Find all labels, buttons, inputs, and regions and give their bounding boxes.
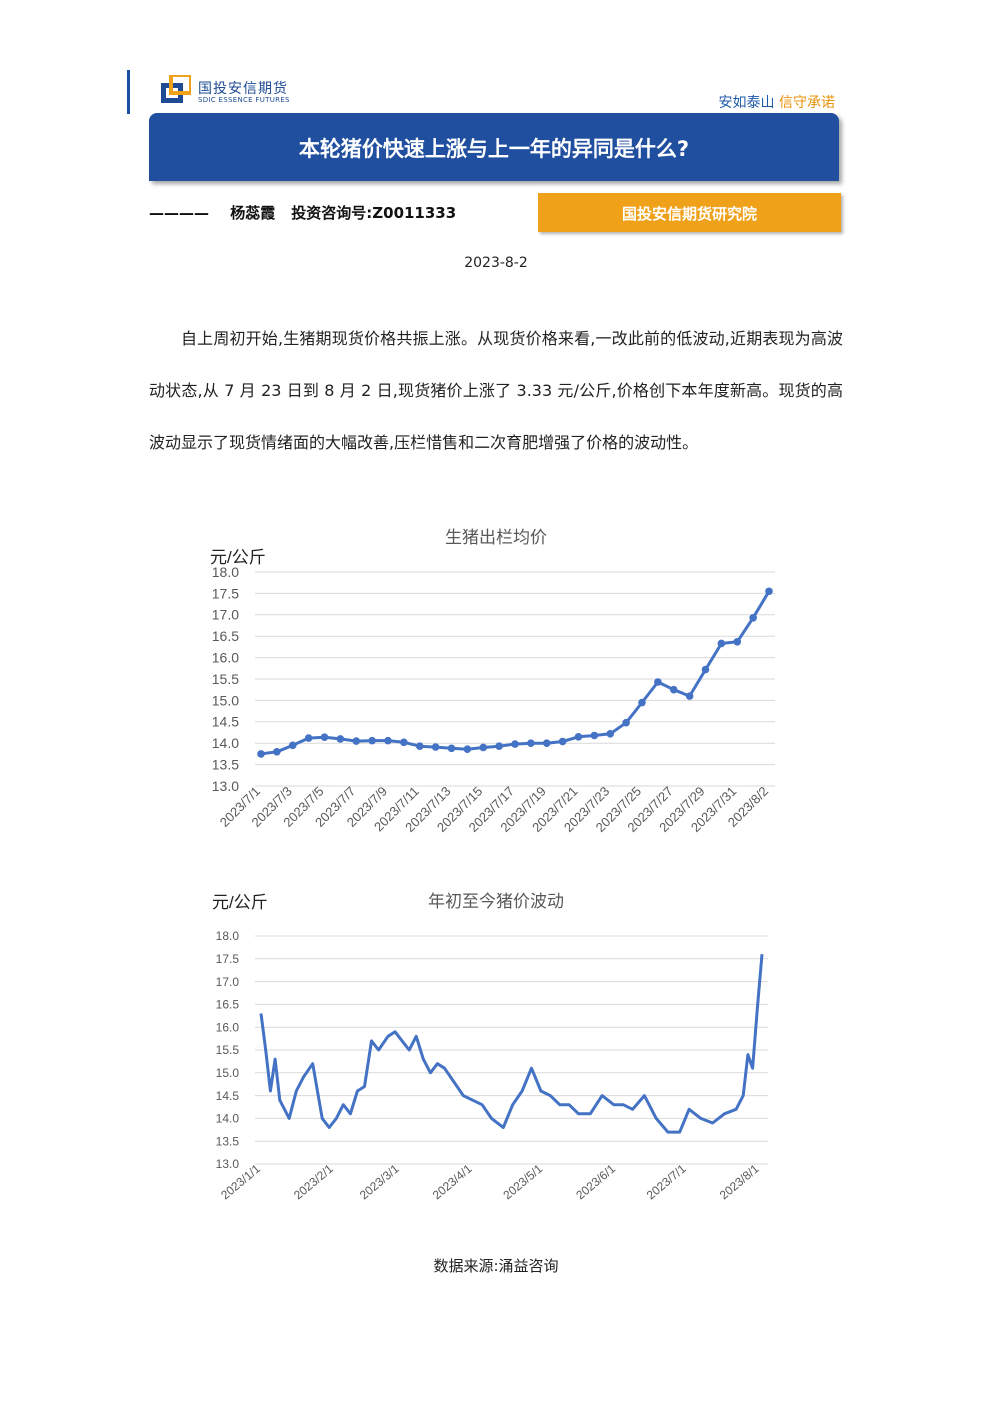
data-point <box>527 739 535 747</box>
data-point <box>717 639 726 648</box>
data-point <box>479 743 488 752</box>
y-axis-label: 元/公斤 <box>212 893 268 912</box>
slogan-part-2: 信守承诺 <box>779 95 835 111</box>
data-point <box>733 637 742 646</box>
data-point <box>765 587 773 596</box>
series-line <box>259 954 764 1134</box>
x-tick-label: 2023/2/1 <box>291 1161 336 1202</box>
data-point <box>685 692 694 700</box>
y-tick-label: 14.0 <box>216 1112 240 1126</box>
data-point <box>701 665 710 674</box>
logo-icon <box>161 75 191 103</box>
data-point <box>606 729 615 738</box>
author-name: 杨蕊霞 <box>230 204 276 222</box>
x-tick-label: 2023/8/1 <box>717 1161 762 1202</box>
institute-badge: 国投安信期货研究院 <box>538 193 841 232</box>
data-point <box>384 736 392 745</box>
logo-english-name: SDIC ESSENCE FUTURES <box>198 96 290 104</box>
data-point <box>495 742 503 750</box>
y-tick-label: 15.5 <box>212 671 239 687</box>
logo-chinese-name: 国投安信期货 <box>198 81 288 97</box>
data-point <box>447 744 456 753</box>
header-left-rule <box>127 70 130 114</box>
data-point <box>400 738 408 747</box>
data-point <box>431 743 440 751</box>
data-point <box>336 735 345 743</box>
y-tick-label: 13.0 <box>212 778 239 794</box>
data-point <box>638 698 646 707</box>
author-dash: ———— <box>149 204 215 222</box>
data-point <box>574 732 583 741</box>
chart-title: 年初至今猪价波动 <box>428 892 564 911</box>
y-tick-label: 17.5 <box>212 585 239 601</box>
y-tick-label: 18.0 <box>216 929 240 943</box>
data-point <box>622 718 630 727</box>
data-source: 数据来源:涌益咨询 <box>433 1257 559 1275</box>
data-point <box>257 750 265 758</box>
y-tick-label: 14.5 <box>216 1089 240 1103</box>
y-axis-label: 元/公斤 <box>210 548 266 567</box>
data-point <box>669 685 678 694</box>
data-point <box>320 733 329 742</box>
institute-name: 国投安信期货研究院 <box>621 205 757 223</box>
data-point <box>463 745 472 753</box>
data-point <box>511 740 519 748</box>
y-tick-label: 13.5 <box>216 1134 240 1148</box>
header-slogan: 安如泰山 信守承诺 <box>719 92 835 112</box>
x-tick-label: 2023/7/1 <box>644 1161 689 1202</box>
body-paragraph: 自上周初开始,生猪期现货价格共振上涨。从现货价格来看,一改此前的低波动,近期表现… <box>149 329 843 452</box>
author-license: 投资咨询号:Z0011333 <box>291 204 457 222</box>
y-tick-label: 18.0 <box>212 564 239 580</box>
x-tick-label: 2023/6/1 <box>573 1161 618 1202</box>
title-banner: 本轮猪价快速上涨与上一年的异同是什么? <box>149 113 839 181</box>
data-point <box>749 613 757 622</box>
data-point <box>273 747 281 756</box>
data-point <box>654 678 662 686</box>
data-point <box>368 736 376 745</box>
y-tick-label: 17.5 <box>216 952 240 966</box>
y-tick-label: 16.0 <box>216 1020 240 1034</box>
y-tick-label: 16.5 <box>212 628 239 644</box>
y-tick-label: 17.0 <box>212 607 239 623</box>
x-tick-label: 2023/3/1 <box>357 1161 402 1202</box>
author-line: ———— 杨蕊霞 投资咨询号:Z0011333 <box>149 202 472 223</box>
data-point <box>304 734 313 742</box>
x-tick-label: 2023/5/1 <box>500 1161 545 1202</box>
series-line <box>260 590 771 756</box>
data-point <box>558 737 567 746</box>
y-tick-label: 13.0 <box>216 1157 240 1171</box>
y-tick-label: 13.5 <box>212 757 239 773</box>
y-tick-label: 16.5 <box>216 998 240 1012</box>
chart-title: 生猪出栏均价 <box>445 528 547 547</box>
data-point <box>590 731 599 740</box>
report-date: 2023-8-2 <box>464 255 528 271</box>
x-tick-label: 2023/4/1 <box>430 1161 475 1202</box>
page-title: 本轮猪价快速上涨与上一年的异同是什么? <box>298 137 690 161</box>
data-point <box>352 737 361 745</box>
data-point <box>415 742 424 750</box>
slogan-part-1: 安如泰山 <box>718 95 775 111</box>
y-tick-label: 14.5 <box>212 714 239 730</box>
y-tick-label: 15.5 <box>216 1043 240 1057</box>
y-tick-label: 17.0 <box>216 975 240 989</box>
data-point <box>542 739 551 747</box>
y-tick-label: 14.0 <box>212 735 239 751</box>
y-tick-label: 16.0 <box>212 650 239 666</box>
data-point <box>288 741 297 750</box>
y-tick-label: 15.0 <box>212 692 239 708</box>
y-tick-label: 15.0 <box>216 1066 240 1080</box>
